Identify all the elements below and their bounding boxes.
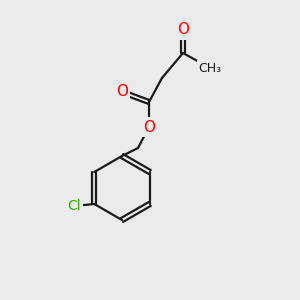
Text: O: O [143, 119, 155, 134]
Text: Cl: Cl [68, 199, 81, 213]
Text: CH₃: CH₃ [198, 61, 222, 74]
Text: O: O [177, 22, 189, 38]
Text: O: O [116, 85, 128, 100]
